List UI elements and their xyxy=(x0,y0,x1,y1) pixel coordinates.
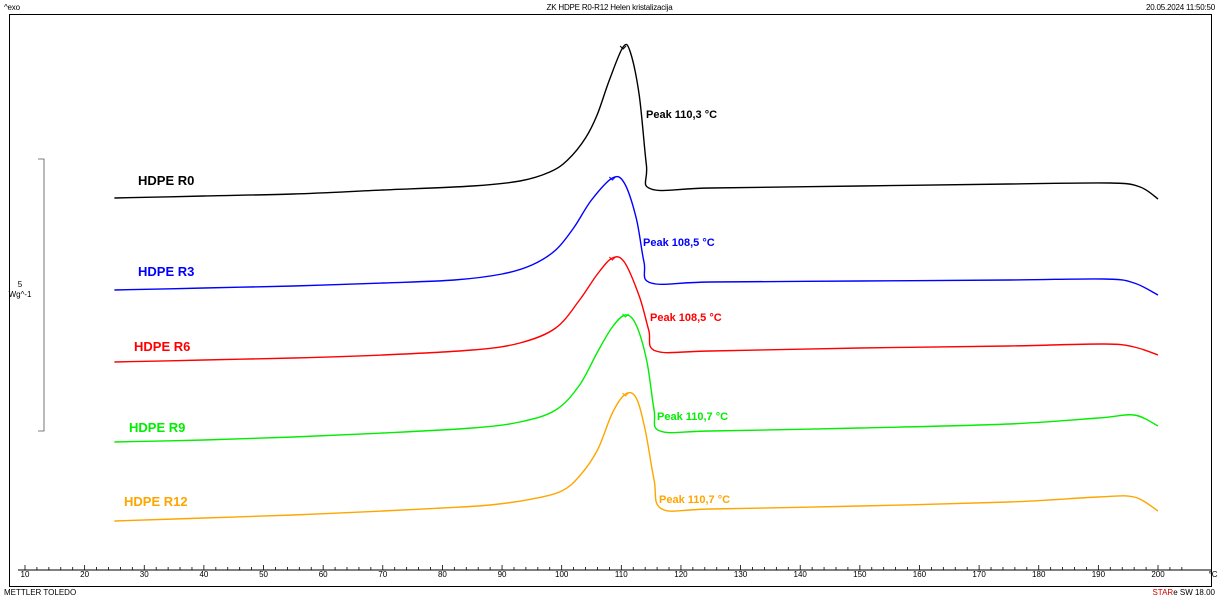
x-tick-label: 20 xyxy=(80,570,89,579)
x-tick-label: 30 xyxy=(140,570,149,579)
x-tick-label: 100 xyxy=(555,570,569,579)
x-tick-label: 130 xyxy=(734,570,748,579)
x-tick-label: 190 xyxy=(1092,570,1106,579)
series-line-hdpe-r9 xyxy=(114,314,1159,443)
peak-marker xyxy=(609,176,616,181)
peak-annotation: Peak 108,5 °C xyxy=(643,237,715,249)
footer-software-version: e SW 18.00 xyxy=(1173,588,1215,597)
x-tick-label: 140 xyxy=(794,570,808,579)
x-tick-label: 70 xyxy=(378,570,387,579)
peak-annotation: Peak 108,5 °C xyxy=(650,312,722,324)
x-tick-label: 10 xyxy=(21,570,30,579)
x-tick-label: 60 xyxy=(319,570,328,579)
x-tick-label: 200 xyxy=(1151,570,1165,579)
header-date: 20.05.2024 11:50:50 xyxy=(1145,3,1215,12)
x-tick-label: 180 xyxy=(1032,570,1046,579)
scale-bar-value: 5 xyxy=(18,280,23,289)
series-label: HDPE R6 xyxy=(134,339,190,354)
x-tick-label: 110 xyxy=(615,570,628,579)
series-line-hdpe-r0 xyxy=(114,43,1159,200)
peak-annotation: Peak 110,3 °C xyxy=(646,109,717,121)
peak-marker xyxy=(622,392,629,397)
x-tick-label: 90 xyxy=(498,570,507,579)
chart-title: ZK HDPE R0-R12 Helen kristalizacija xyxy=(546,3,673,12)
series-label: HDPE R9 xyxy=(129,420,185,435)
series-label: HDPE R3 xyxy=(138,264,194,279)
plot-frame xyxy=(9,14,1212,587)
series-label: HDPE R0 xyxy=(138,173,194,188)
x-tick-label: 170 xyxy=(972,570,986,579)
x-tick-label: 80 xyxy=(438,570,447,579)
x-tick-label: 40 xyxy=(199,570,208,579)
peak-marker xyxy=(619,45,627,50)
footer-star-logo: STAR xyxy=(1152,588,1174,597)
x-tick-label: 120 xyxy=(674,570,688,579)
peak-marker xyxy=(622,313,629,318)
peak-marker xyxy=(609,256,616,261)
x-tick-label: 50 xyxy=(259,570,268,579)
x-tick-label: 160 xyxy=(913,570,927,579)
footer-brand: METTLER TOLEDO xyxy=(4,588,77,597)
header-exo-label: ^exo xyxy=(4,3,20,12)
series-line-hdpe-r6 xyxy=(114,256,1159,363)
scale-bar-unit: Wg^-1 xyxy=(9,290,32,299)
peak-annotation: Peak 110,7 °C xyxy=(657,411,728,423)
series-line-hdpe-r12 xyxy=(114,391,1159,522)
peak-annotation: Peak 110,7 °C xyxy=(659,494,730,506)
y-scale-bracket xyxy=(38,158,45,432)
x-axis-unit: °C xyxy=(1209,570,1218,579)
x-tick-label: 150 xyxy=(853,570,867,579)
footer-software: STARe SW 18.00 xyxy=(1152,588,1215,597)
series-label: HDPE R12 xyxy=(124,494,188,509)
